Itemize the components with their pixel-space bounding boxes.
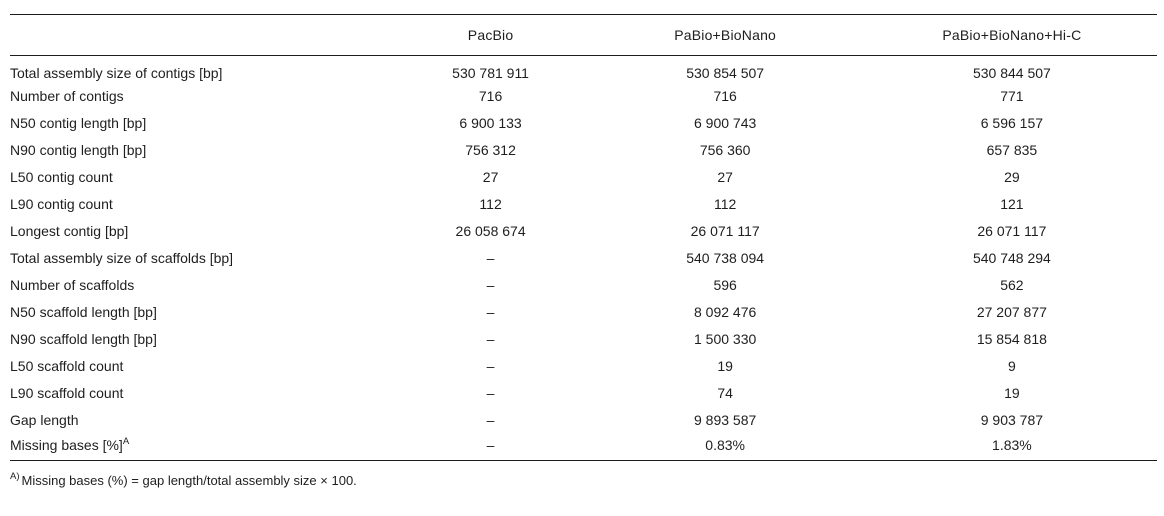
cell-pacbio: 530 781 911 [452,64,529,81]
column-header-pabio-bionano: PaBio+BioNano [583,14,867,56]
cell-pabio-bionano: 596 [713,277,737,293]
row-label: Total assembly size of scaffolds [bp] [10,250,234,266]
table-row: L50 scaffold count – 19 9 [10,353,1157,380]
cell-pabio-bionano: 756 360 [699,142,751,158]
cell-pabio-bionano-hic: 562 [1000,277,1024,293]
row-label: L90 contig count [10,196,113,212]
assembly-statistics-table: PacBio PaBio+BioNano PaBio+BioNano+Hi-C … [10,14,1157,461]
cell-pabio-bionano: 540 738 094 [686,250,765,266]
row-label: Gap length [10,412,79,428]
cell-pacbio: – [486,331,495,347]
table-row: Number of contigs 716 716 771 [10,83,1157,110]
cell-pacbio: 716 [478,88,503,104]
cell-pacbio: – [486,385,495,401]
row-label: L50 scaffold count [10,358,124,374]
cell-pacbio: 6 900 133 [459,115,522,131]
assembly-statistics-table-container: PacBio PaBio+BioNano PaBio+BioNano+Hi-C … [10,14,1157,488]
cell-pacbio: – [486,412,495,428]
table-row: N90 contig length [bp] 756 312 756 360 6… [10,137,1157,164]
cell-pacbio: – [486,304,495,320]
row-label: L90 scaffold count [10,385,124,401]
cell-pabio-bionano-hic: 15 854 818 [976,331,1047,347]
cell-pabio-bionano-hic: 29 [1004,169,1020,185]
cell-pacbio: – [486,277,495,293]
cell-pacbio: – [486,358,495,374]
cell-pabio-bionano: 26 071 117 [690,223,760,239]
cell-pabio-bionano-hic: 26 071 117 [977,223,1047,239]
row-label: Number of contigs [10,88,124,104]
table-row: Gap length – 9 893 587 9 903 787 [10,407,1157,434]
cell-pabio-bionano: 6 900 743 [693,115,757,131]
cell-pacbio: 26 058 674 [455,223,526,239]
cell-pabio-bionano-hic: 9 903 787 [980,412,1044,428]
table-row: Longest contig [bp] 26 058 674 26 071 11… [10,218,1157,245]
cell-pabio-bionano: 112 [713,196,737,212]
cell-pabio-bionano-hic: 19 [1004,385,1020,401]
cell-pabio-bionano: 27 [717,169,733,185]
row-label: N50 contig length [bp] [10,115,147,131]
cell-pabio-bionano: 74 [717,385,733,401]
table-row: Total assembly size of scaffolds [bp] – … [10,245,1157,272]
footnote-text: Missing bases (%) = gap length/total ass… [21,473,357,488]
cell-pabio-bionano-hic: 771 [1000,88,1024,104]
row-label: Total assembly size of contigs [bp] [10,64,223,81]
cell-pabio-bionano-hic: 657 835 [986,142,1038,158]
table-row: Missing bases [%]A – 0.83% 1.83% [10,433,1157,461]
cell-pabio-bionano: 9 893 587 [693,412,757,428]
table-row: Number of scaffolds – 596 562 [10,272,1157,299]
row-label: Missing bases [%]A [10,433,398,461]
cell-pacbio: 27 [482,169,499,185]
cell-pabio-bionano: 0.83% [583,433,867,461]
footnote-marker: A) [10,470,20,482]
row-label: N50 scaffold length [bp] [10,304,157,320]
table-row: L50 contig count 27 27 29 [10,164,1157,191]
table-row: N90 scaffold length [bp] – 1 500 330 15 … [10,326,1157,353]
cell-pabio-bionano-hic: 121 [1000,196,1024,212]
cell-pabio-bionano: 716 [713,88,737,104]
table-row: Total assembly size of contigs [bp] 530 … [10,56,1157,83]
table-row: N50 scaffold length [bp] – 8 092 476 27 … [10,299,1157,326]
cell-pacbio: 112 [479,196,502,212]
row-label: N90 contig length [bp] [10,142,147,158]
cell-pabio-bionano: 530 854 507 [686,64,765,81]
cell-pabio-bionano: 1 500 330 [693,331,757,347]
cell-pabio-bionano: 8 092 476 [693,304,757,320]
cell-pabio-bionano-hic: 6 596 157 [980,115,1044,131]
cell-pabio-bionano-hic: 27 207 877 [976,304,1047,320]
cell-pabio-bionano-hic: 1.83% [866,433,1157,461]
row-label: Number of scaffolds [10,277,135,293]
cell-pabio-bionano-hic: 9 [1007,358,1016,374]
cell-pabio-bionano-hic: 530 844 507 [972,64,1051,81]
cell-pacbio: 756 312 [465,142,516,158]
cell-pacbio: – [397,433,584,461]
table-row: L90 contig count 112 112 121 [10,191,1157,218]
row-label: N90 scaffold length [bp] [10,331,157,347]
footnote-reference-marker: A [122,435,130,447]
row-label: L50 contig count [10,169,113,185]
column-header-metric [10,14,398,56]
table-row: N50 contig length [bp] 6 900 133 6 900 7… [10,110,1157,137]
column-header-pabio-bionano-hic: PaBio+BioNano+Hi-C [866,14,1157,56]
column-header-pacbio: PacBio [397,14,584,56]
row-label: Longest contig [bp] [10,223,129,239]
table-footnote: A) Missing bases (%) = gap length/total a… [10,470,1157,488]
cell-pacbio: – [486,250,495,266]
table-row: L90 scaffold count – 74 19 [10,380,1157,407]
cell-pabio-bionano: 19 [717,358,733,374]
cell-pabio-bionano-hic: 540 748 294 [972,250,1051,266]
header-row: PacBio PaBio+BioNano PaBio+BioNano+Hi-C [10,14,1157,56]
